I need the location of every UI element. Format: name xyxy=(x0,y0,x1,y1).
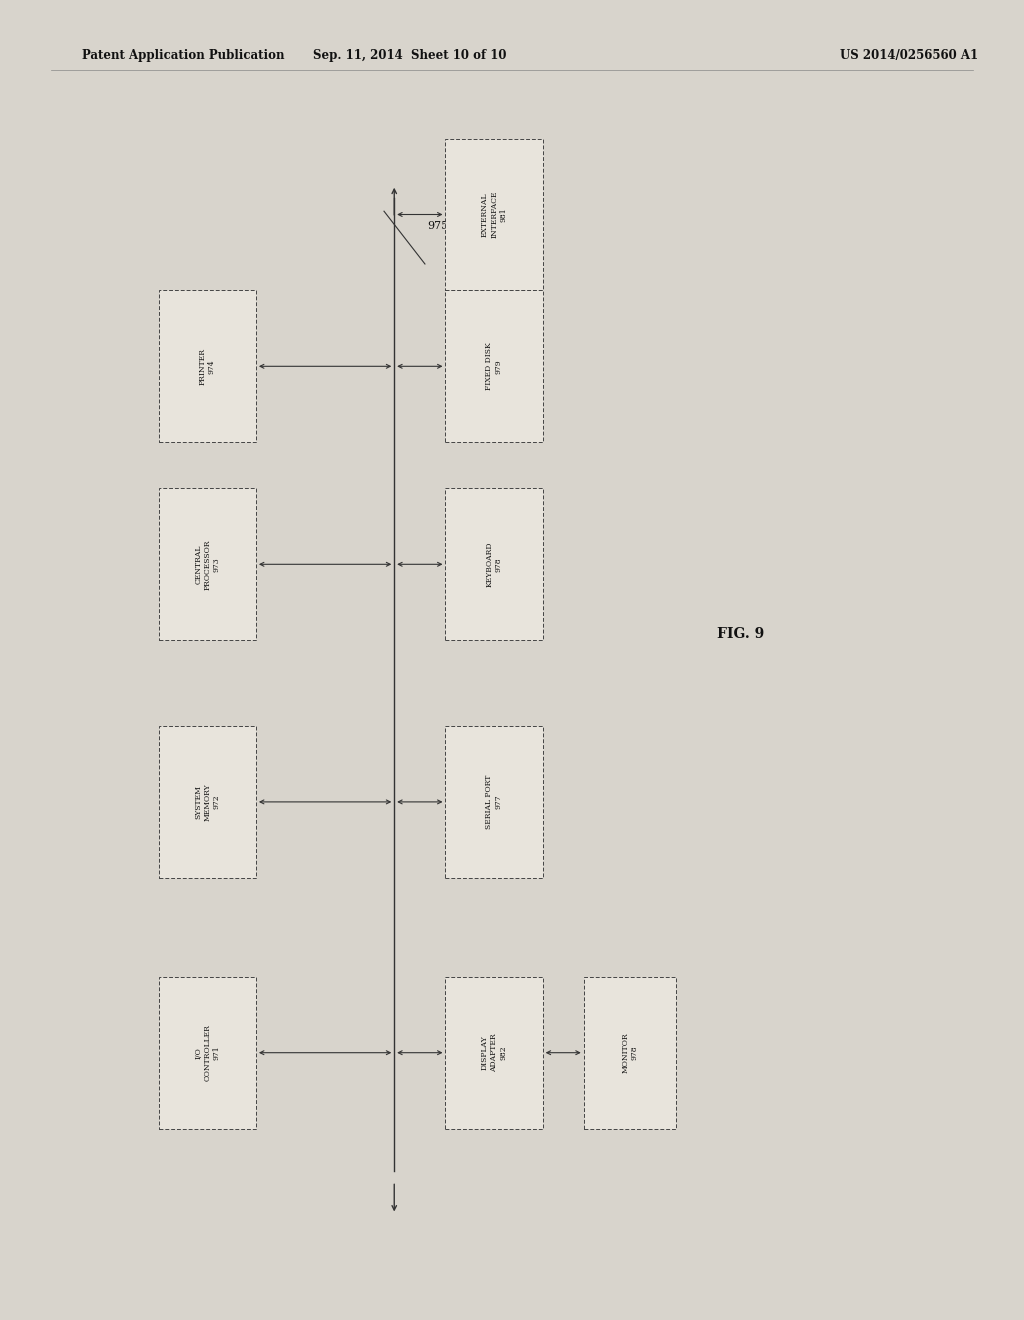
Text: KEYBOARD
978: KEYBOARD 978 xyxy=(485,541,503,587)
Text: 975: 975 xyxy=(427,220,449,231)
Text: DISPLAY
ADAPTER
982: DISPLAY ADAPTER 982 xyxy=(481,1034,507,1072)
FancyBboxPatch shape xyxy=(445,488,543,640)
Text: CENTRAL
PROCESSOR
973: CENTRAL PROCESSOR 973 xyxy=(195,539,220,590)
FancyBboxPatch shape xyxy=(445,726,543,878)
FancyBboxPatch shape xyxy=(159,488,256,640)
Text: Patent Application Publication: Patent Application Publication xyxy=(82,49,285,62)
FancyBboxPatch shape xyxy=(445,139,543,290)
Text: US 2014/0256560 A1: US 2014/0256560 A1 xyxy=(840,49,978,62)
Text: FIG. 9: FIG. 9 xyxy=(717,627,764,640)
Text: PRINTER
974: PRINTER 974 xyxy=(199,347,216,385)
FancyBboxPatch shape xyxy=(159,726,256,878)
FancyBboxPatch shape xyxy=(584,977,676,1129)
Text: I/O
CONTROLLER
971: I/O CONTROLLER 971 xyxy=(195,1024,220,1081)
FancyBboxPatch shape xyxy=(445,290,543,442)
FancyBboxPatch shape xyxy=(159,977,256,1129)
Text: EXTERNAL
INTERFACE
981: EXTERNAL INTERFACE 981 xyxy=(481,191,507,238)
Text: MONITOR
978: MONITOR 978 xyxy=(622,1032,638,1073)
FancyBboxPatch shape xyxy=(445,977,543,1129)
Text: SERIAL PORT
977: SERIAL PORT 977 xyxy=(485,775,503,829)
Text: Sep. 11, 2014  Sheet 10 of 10: Sep. 11, 2014 Sheet 10 of 10 xyxy=(313,49,506,62)
FancyBboxPatch shape xyxy=(159,290,256,442)
Text: FIXED DISK
979: FIXED DISK 979 xyxy=(485,342,503,391)
Text: SYSTEM
MEMORY
972: SYSTEM MEMORY 972 xyxy=(195,783,220,821)
